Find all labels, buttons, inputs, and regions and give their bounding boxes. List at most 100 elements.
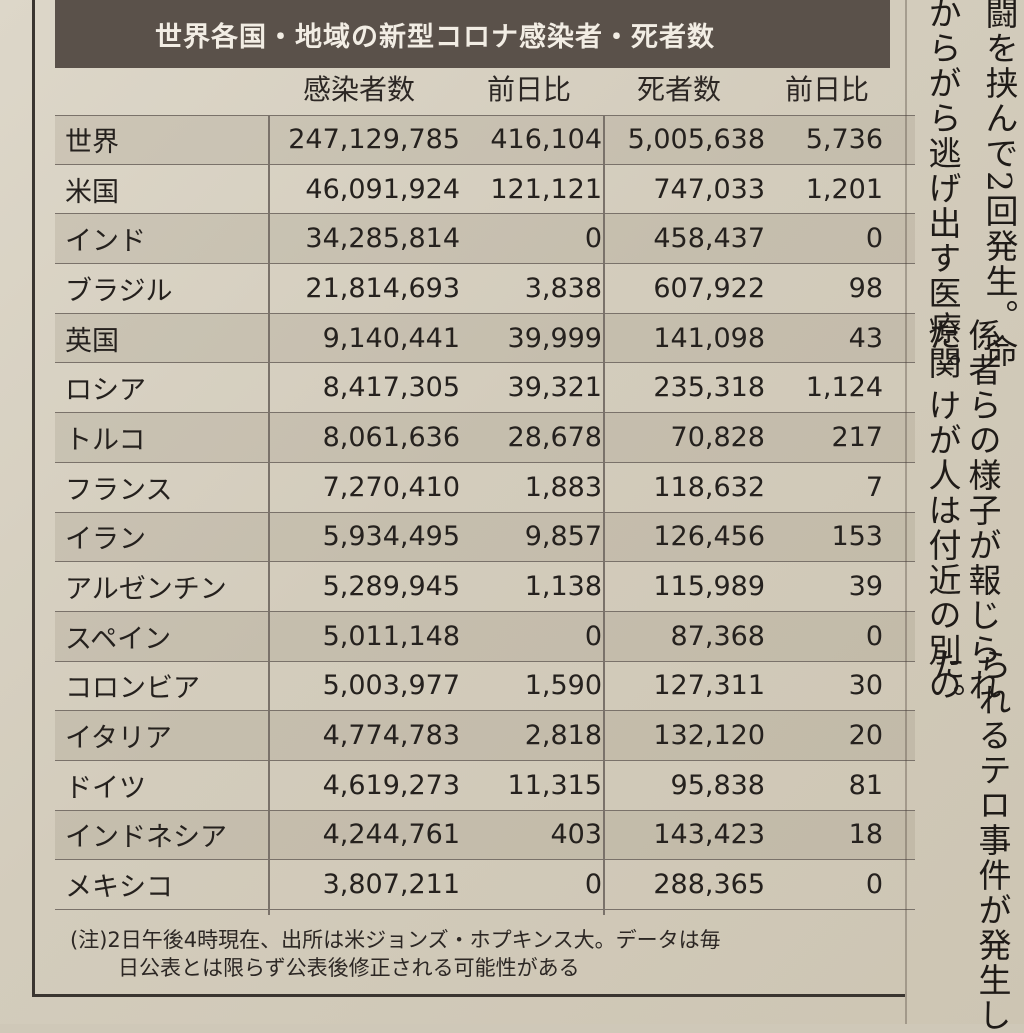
deaths-value: 141,098: [653, 322, 765, 354]
table-row: インド 34,285,814 0 458,437 0: [55, 214, 915, 265]
table-title-bar: 世界各国・地域の新型コロナ感染者・死者数: [55, 0, 890, 68]
deaths-diff-value: 98: [848, 272, 883, 304]
deaths-diff-value: 5,736: [805, 124, 883, 156]
table-header-row: 感染者数 前日比 死者数 前日比: [55, 64, 915, 114]
infections-diff-value: 416,104: [490, 124, 602, 156]
header-infections: 感染者数: [303, 73, 416, 106]
deaths-value: 747,033: [653, 173, 765, 205]
infections-value: 5,934,495: [322, 521, 460, 553]
table-row: 世界 247,129,785 416,104 5,005,638 5,736: [55, 115, 915, 165]
infections-value: 5,003,977: [322, 670, 460, 702]
infections-value: 5,289,945: [322, 571, 460, 603]
deaths-value: 126,456: [653, 521, 765, 553]
table-row: ロシア 8,417,305 39,321 235,318 1,124: [55, 363, 915, 414]
article-column-1a: 闘を挟んで2回発生。命: [980, 0, 1019, 369]
deaths-value: 132,120: [653, 720, 765, 752]
infections-diff-value: 121,121: [490, 173, 602, 205]
article-column-1b: からがら逃げ出す医療関: [923, 0, 962, 381]
article-column-3a: られるテロ事件が発生し: [973, 648, 1012, 1033]
deaths-value: 5,005,638: [627, 124, 765, 156]
infections-diff-value: 28,678: [507, 421, 602, 453]
country-name: インド: [65, 226, 146, 258]
deaths-diff-value: 1,201: [805, 173, 883, 205]
article-column-2a: 係者らの様子が報じられ: [963, 318, 1002, 703]
country-name: スペイン: [65, 623, 172, 655]
column-divider: [268, 115, 270, 915]
deaths-value: 235,318: [653, 372, 765, 404]
infections-diff-value: 9,857: [524, 521, 602, 553]
table-row: メキシコ 3,807,211 0 288,365 0: [55, 860, 915, 910]
deaths-diff-value: 0: [865, 869, 883, 901]
infections-value: 9,140,441: [322, 322, 460, 354]
infections-diff-value: 39,321: [507, 372, 602, 404]
deaths-diff-value: 1,124: [805, 372, 883, 404]
deaths-value: 70,828: [670, 421, 765, 453]
column-divider: [603, 115, 605, 915]
table-row: ドイツ 4,619,273 11,315 95,838 81: [55, 761, 915, 811]
infections-diff-value: 1,138: [524, 571, 602, 603]
table-row: アルゼンチン 5,289,945 1,138 115,989 39: [55, 562, 915, 612]
deaths-diff-value: 43: [848, 322, 883, 354]
infections-value: 247,129,785: [288, 124, 460, 156]
deaths-diff-value: 0: [865, 620, 883, 652]
infections-value: 4,774,783: [322, 720, 460, 752]
table-row: 英国 9,140,441 39,999 141,098 43: [55, 313, 915, 364]
infections-diff-value: 1,590: [524, 670, 602, 702]
country-name: フランス: [65, 474, 173, 506]
country-name: トルコ: [65, 424, 146, 456]
country-name: ドイツ: [65, 772, 146, 804]
deaths-diff-value: 39: [848, 571, 883, 603]
country-name: 英国: [65, 325, 119, 357]
infections-value: 8,417,305: [322, 372, 460, 404]
country-name: 米国: [65, 176, 119, 208]
deaths-value: 127,311: [653, 670, 765, 702]
deaths-value: 143,423: [653, 819, 765, 851]
infections-diff-value: 11,315: [507, 769, 602, 801]
country-name: アルゼンチン: [65, 574, 227, 606]
infections-value: 34,285,814: [305, 223, 460, 255]
deaths-diff-value: 153: [831, 521, 883, 553]
infections-diff-value: 1,883: [524, 471, 602, 503]
table-frame: [32, 0, 905, 997]
article-column-rule: [905, 0, 907, 1024]
infections-value: 8,061,636: [322, 421, 460, 453]
deaths-diff-value: 7: [865, 471, 883, 503]
article-column-2b: た。けが人は付近の別の: [923, 318, 962, 703]
table-row: トルコ 8,061,636 28,678 70,828 217: [55, 413, 915, 463]
infections-diff-value: 0: [584, 869, 602, 901]
note-line-1: (注)2日午後4時現在、出所は米ジョンズ・ホプキンス大。データは毎: [70, 928, 721, 952]
country-name: ロシア: [65, 375, 146, 407]
infections-value: 46,091,924: [305, 173, 460, 205]
infections-value: 3,807,211: [322, 869, 460, 901]
article-column-3b: た。: [927, 648, 966, 718]
infections-value: 4,244,761: [322, 819, 460, 851]
deaths-diff-value: 30: [848, 670, 883, 702]
infections-diff-value: 3,838: [524, 272, 602, 304]
country-name: コロンビア: [65, 673, 200, 705]
deaths-value: 87,368: [670, 620, 765, 652]
deaths-value: 115,989: [653, 571, 765, 603]
country-name: イタリア: [65, 723, 172, 755]
country-name: メキシコ: [65, 872, 173, 904]
deaths-diff-value: 217: [831, 421, 883, 453]
country-name: イラン: [65, 524, 146, 556]
note-line-2: 日公表とは限らず公表後修正される可能性がある: [118, 956, 580, 980]
deaths-diff-value: 0: [865, 223, 883, 255]
country-name: インドネシア: [65, 822, 227, 854]
table-row: スペイン 5,011,148 0 87,368 0: [55, 611, 915, 662]
country-name: ブラジル: [65, 275, 173, 307]
table-row: コロンビア 5,003,977 1,590 127,311 30: [55, 662, 915, 712]
table-row: イラン 5,934,495 9,857 126,456 153: [55, 512, 915, 563]
country-name: 世界: [65, 127, 119, 159]
header-deaths: 死者数: [637, 73, 722, 106]
deaths-diff-value: 18: [848, 819, 883, 851]
deaths-diff-value: 81: [848, 769, 883, 801]
table-row: インドネシア 4,244,761 403 143,423 18: [55, 810, 915, 861]
infections-diff-value: 39,999: [507, 322, 602, 354]
infections-diff-value: 2,818: [524, 720, 602, 752]
deaths-value: 607,922: [653, 272, 765, 304]
infections-diff-value: 0: [584, 620, 602, 652]
infections-diff-value: 0: [584, 223, 602, 255]
table-title: 世界各国・地域の新型コロナ感染者・死者数: [155, 21, 715, 53]
